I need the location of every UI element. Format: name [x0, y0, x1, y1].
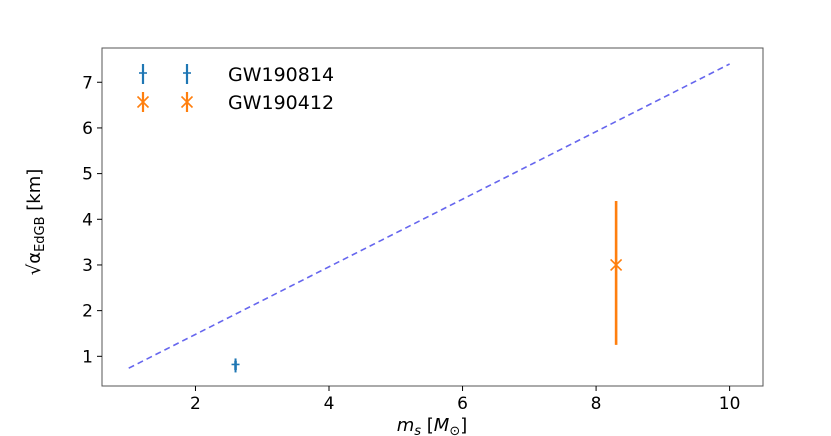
marker-stroke: [610, 258, 623, 272]
legend: GW190814 GW190412: [136, 64, 334, 114]
marker-stroke: [136, 95, 150, 109]
y-tick-label: 1: [82, 347, 93, 367]
legend-item-GW190814: GW190814: [139, 64, 334, 86]
y-tick-label: 3: [82, 256, 93, 276]
series-group: [231, 201, 623, 373]
y-tick-label: 2: [82, 302, 93, 322]
legend-label: GW190412: [228, 92, 334, 114]
y-tick-label: 7: [82, 73, 93, 93]
x-tick-label: 4: [324, 394, 335, 414]
y-tick-label: 6: [82, 119, 93, 139]
legend-marker: [180, 95, 194, 109]
legend-marker: [136, 95, 150, 109]
series-GW190412: [610, 201, 623, 345]
legend-item-GW190412: GW190412: [136, 92, 334, 114]
x-tick-label: 10: [719, 394, 741, 414]
reference-dashed-line: [128, 63, 730, 369]
svg-text:ms [M⊙]: ms [M⊙]: [397, 415, 468, 436]
legend-label: GW190814: [228, 64, 334, 86]
x-tick-label: 2: [190, 394, 201, 414]
x-axis-ticks: 2 4 6 8 10: [190, 386, 740, 414]
reference-line-group: [128, 63, 730, 369]
data-point: [610, 258, 623, 272]
y-axis-ticks: 1 2 3 4 5 6 7: [82, 73, 102, 367]
x-axis-label: ms [M⊙]: [397, 415, 468, 436]
plot-area-frame: [101, 47, 764, 387]
x-tick-label: 6: [457, 394, 468, 414]
y-axis-label: √αEdGB [km]: [24, 169, 48, 276]
marker-stroke: [180, 95, 194, 109]
series-GW190814: [231, 358, 240, 373]
x-tick-label: 8: [591, 394, 602, 414]
svg-text:√αEdGB [km]: √αEdGB [km]: [24, 169, 48, 276]
y-tick-label: 4: [82, 210, 93, 230]
y-tick-label: 5: [82, 165, 93, 185]
